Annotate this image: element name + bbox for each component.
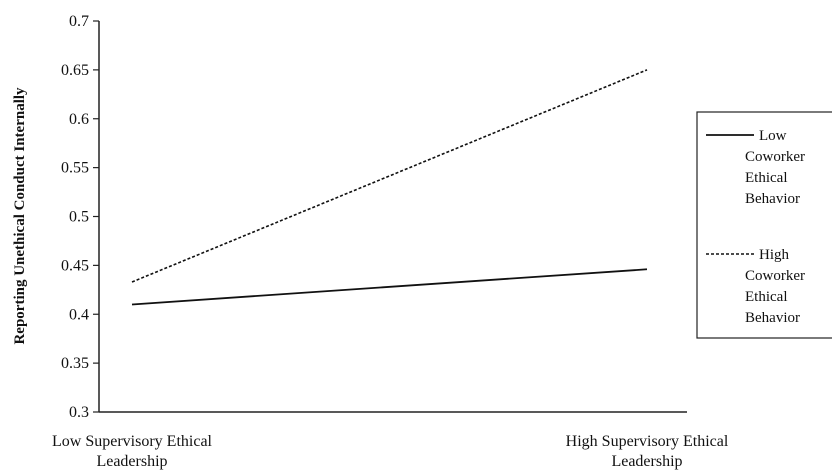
legend-label-line: High <box>759 247 790 263</box>
chart-axes <box>98 21 687 413</box>
y-tick-label: 0.5 <box>69 209 89 226</box>
series-line-high <box>131 69 648 283</box>
legend-label-line: Behavior <box>745 310 800 326</box>
y-tick-label: 0.3 <box>69 404 89 421</box>
legend-label-line: Ethical <box>745 289 787 305</box>
legend-box <box>696 111 832 339</box>
x-tick-label-line: Leadership <box>96 453 167 470</box>
y-tick-label: 0.4 <box>69 306 89 323</box>
y-tick-label: 0.7 <box>69 13 89 30</box>
x-tick-label-line: High Supervisory Ethical <box>566 433 729 450</box>
legend: Low Coworker Ethical Behavior High Coworker Et… <box>696 111 832 339</box>
y-tick-label: 0.45 <box>61 257 89 274</box>
legend-label-line: Behavior <box>745 191 800 207</box>
legend-label-low: Low Coworker Ethical Behavior <box>745 128 805 207</box>
y-tick-label: 0.6 <box>69 111 89 128</box>
y-axis-label: Reporting Unethical Conduct Internally <box>12 87 28 345</box>
legend-label-line: Coworker <box>745 149 805 165</box>
y-tick-label: 0.55 <box>61 160 89 177</box>
y-axis-label-text: Reporting Unethical Conduct Internally <box>12 87 28 345</box>
x-tick-label-line: Low Supervisory Ethical <box>52 433 213 450</box>
legend-label-line: Coworker <box>745 268 805 284</box>
y-tick-label: 0.65 <box>61 62 89 79</box>
x-tick-label-line: Leadership <box>611 453 682 470</box>
y-tick-label: 0.35 <box>61 355 89 372</box>
series-line-low <box>131 268 648 306</box>
x-tick-label: Low Supervisory Ethical Leadership <box>52 433 213 470</box>
x-tick-label: High Supervisory Ethical Leadership <box>566 433 729 470</box>
legend-label-line: Low <box>759 128 787 144</box>
series-lines <box>131 69 648 306</box>
legend-label-high: High Coworker Ethical Behavior <box>745 247 805 326</box>
y-ticks: 0.3 0.35 0.4 0.45 0.5 0.55 0.6 0.65 0.7 <box>61 13 99 421</box>
legend-label-line: Ethical <box>745 170 787 186</box>
